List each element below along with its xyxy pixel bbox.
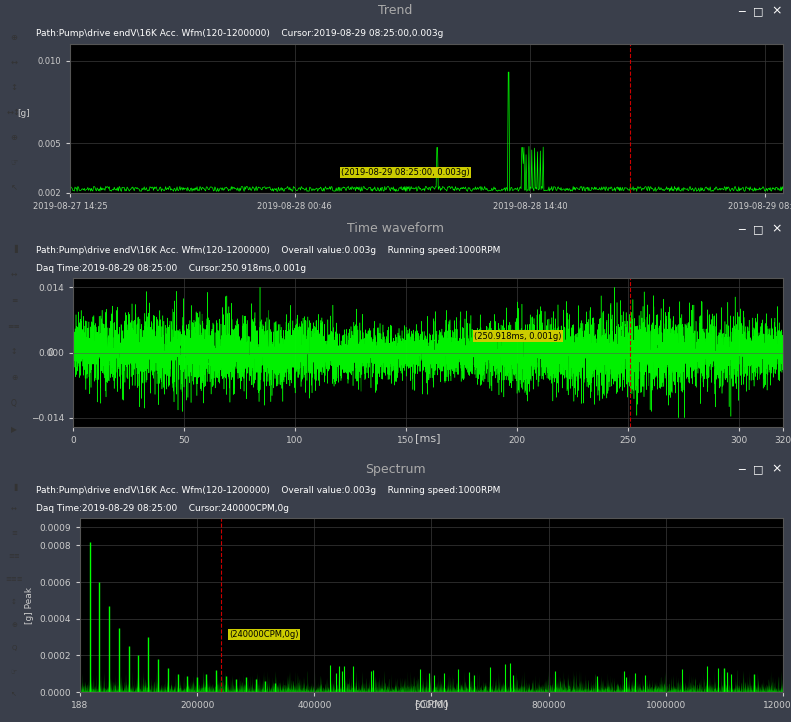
Text: ↔: ↔	[10, 58, 17, 67]
Text: □: □	[753, 224, 763, 234]
Text: ×: ×	[771, 463, 782, 476]
Text: ↖: ↖	[10, 183, 17, 193]
Text: ⊕: ⊕	[11, 373, 17, 382]
Text: Q: Q	[11, 645, 17, 651]
Text: ─: ─	[738, 224, 745, 234]
Text: (2019-08-29 08:25:00, 0.003g): (2019-08-29 08:25:00, 0.003g)	[341, 168, 470, 177]
Text: Path:Pump\drive endV\16K Acc. Wfm(120-1200000)    Cursor:2019-08-29 08:25:00,0.0: Path:Pump\drive endV\16K Acc. Wfm(120-12…	[36, 28, 443, 38]
Text: ≡: ≡	[11, 530, 17, 536]
Text: ▐: ▐	[11, 244, 17, 253]
Text: Daq Time:2019-08-29 08:25:00    Cursor:250.918ms,0.001g: Daq Time:2019-08-29 08:25:00 Cursor:250.…	[36, 264, 306, 273]
Text: ≡≡: ≡≡	[8, 321, 21, 331]
Text: ↔: ↔	[11, 270, 17, 279]
Text: Path:Pump\drive endV\16K Acc. Wfm(120-1200000)    Overall value:0.003g    Runnin: Path:Pump\drive endV\16K Acc. Wfm(120-12…	[36, 246, 500, 255]
Text: Daq Time:2019-08-29 08:25:00    Cursor:240000CPM,0g: Daq Time:2019-08-29 08:25:00 Cursor:2400…	[36, 504, 289, 513]
Text: Spectrum: Spectrum	[365, 463, 426, 476]
Text: ▶: ▶	[11, 425, 17, 434]
Text: ─: ─	[738, 6, 745, 16]
Text: ≡≡: ≡≡	[8, 553, 20, 560]
Text: ↖: ↖	[11, 691, 17, 697]
Text: □: □	[753, 6, 763, 16]
Text: ×: ×	[771, 222, 782, 235]
Text: ↔: ↔	[11, 508, 17, 513]
Text: ≡≡≡: ≡≡≡	[6, 576, 23, 582]
Text: ⊕: ⊕	[11, 622, 17, 628]
Text: ↕: ↕	[10, 83, 17, 92]
Text: Time waveform: Time waveform	[347, 222, 444, 235]
Text: ×: ×	[771, 4, 782, 17]
Text: ☞: ☞	[11, 668, 17, 674]
Text: ↔↕: ↔↕	[7, 108, 21, 117]
Text: ≡: ≡	[11, 296, 17, 305]
Text: (250.918ms, 0.001g): (250.918ms, 0.001g)	[475, 331, 562, 341]
Text: ↕: ↕	[11, 347, 17, 356]
Y-axis label: [g] Peak: [g] Peak	[25, 586, 34, 624]
Text: Q: Q	[11, 399, 17, 408]
Text: ▐: ▐	[11, 484, 17, 491]
Text: 0: 0	[47, 347, 53, 357]
Text: ↕: ↕	[11, 599, 17, 605]
Text: □: □	[753, 464, 763, 474]
Text: ☞: ☞	[10, 158, 17, 168]
Text: ⊕: ⊕	[10, 33, 17, 42]
Text: (240000CPM,0g): (240000CPM,0g)	[229, 630, 299, 639]
Text: [CPM]: [CPM]	[415, 699, 448, 709]
Text: [ms]: [ms]	[415, 433, 441, 443]
Y-axis label: [g]: [g]	[17, 110, 30, 118]
Text: Trend: Trend	[378, 4, 413, 17]
Text: ─: ─	[738, 464, 745, 474]
Text: Path:Pump\drive endV\16K Acc. Wfm(120-1200000)    Overall value:0.003g    Runnin: Path:Pump\drive endV\16K Acc. Wfm(120-12…	[36, 486, 500, 495]
Text: ⊕: ⊕	[10, 134, 17, 142]
